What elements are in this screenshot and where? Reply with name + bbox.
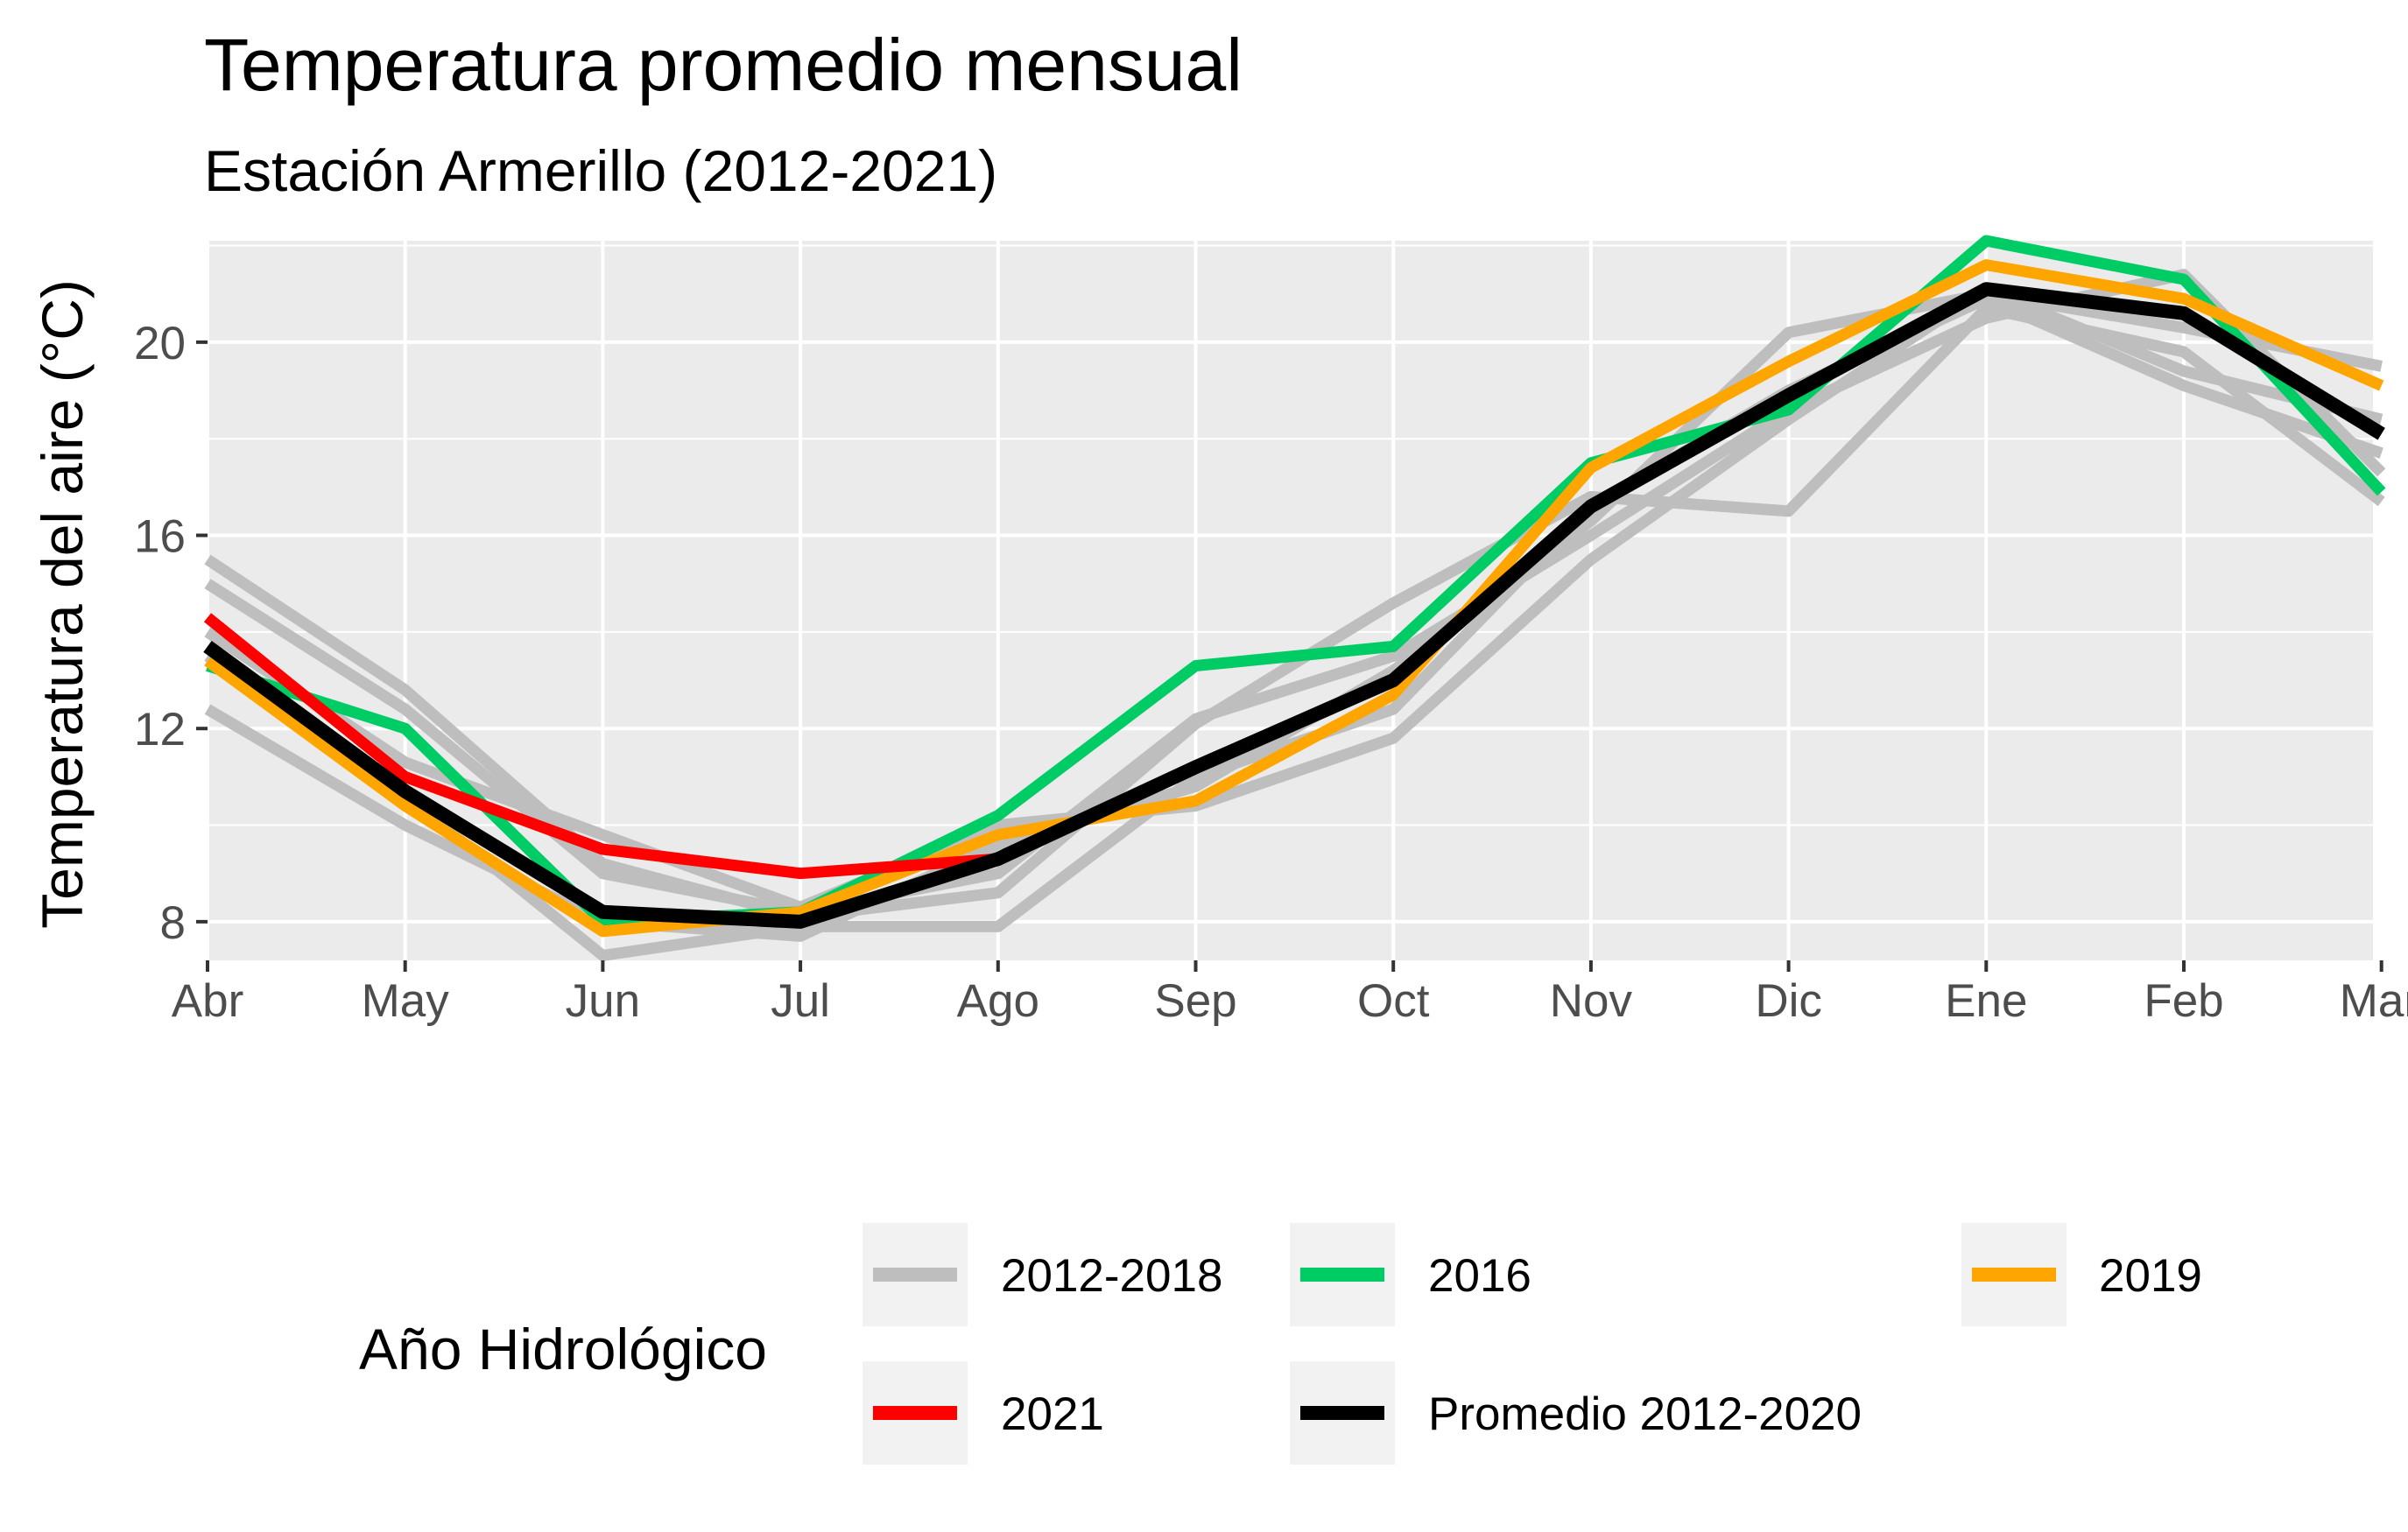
x-tick-label: Abr xyxy=(172,975,243,1027)
y-tick-label: 16 xyxy=(134,511,186,563)
legend-label-2019: 2019 xyxy=(2099,1250,2202,1302)
x-tick-label: Mar xyxy=(2340,975,2408,1027)
legend-item-2012-2018: 2012-2018 xyxy=(863,1223,1222,1326)
series-line-promedio-2012-2020 xyxy=(203,282,2385,929)
legend-label-2012-2018: 2012-2018 xyxy=(1001,1250,1222,1302)
y-tick-label: 20 xyxy=(134,318,186,369)
legend-label-2021: 2021 xyxy=(1001,1388,1104,1440)
x-tick-label: Sep xyxy=(1154,975,1236,1027)
chart-subtitle: Estación Armerillo (2012-2021) xyxy=(204,138,997,203)
series-line-2019 xyxy=(204,259,2384,938)
legend-item-promedio: Promedio 2012-2020 xyxy=(1290,1361,1862,1465)
x-tick-label: May xyxy=(362,975,450,1027)
chart-title: Temperatura promedio mensual xyxy=(204,24,1243,106)
y-axis-label: Temperatura del aire (°C) xyxy=(30,279,95,929)
legend-item-2019: 2019 xyxy=(1961,1223,2202,1326)
x-tick-label: Feb xyxy=(2144,975,2223,1027)
series-line-2012-2018 xyxy=(204,283,2383,913)
legend-item-2021: 2021 xyxy=(863,1361,1104,1465)
x-tick-label: Jul xyxy=(771,975,830,1027)
legend-title: Año Hidrológico xyxy=(359,1317,767,1381)
x-tick-label: Nov xyxy=(1550,975,1633,1027)
legend: Año Hidrológico 2012-2018 2016 2019 2021… xyxy=(359,1223,2202,1465)
x-tick-label: Jun xyxy=(566,975,640,1027)
series-lines xyxy=(203,235,2386,961)
x-tick-label: Ago xyxy=(957,975,1039,1027)
series-line-2021 xyxy=(203,613,999,880)
axes: 8 12 16 20 Abr May Jun Jul Ago Sep Oct Nov Dic Ene Feb… xyxy=(134,318,2408,1027)
x-tick-label: Oct xyxy=(1357,975,1430,1027)
legend-label-2016: 2016 xyxy=(1428,1250,1531,1302)
x-tick-label: Dic xyxy=(1755,975,1822,1027)
y-tick-label: 12 xyxy=(134,704,186,755)
legend-item-2016: 2016 xyxy=(1290,1223,1531,1326)
x-tick-label: Ene xyxy=(1945,975,2027,1027)
y-tick-label: 8 xyxy=(160,897,186,949)
legend-label-promedio: Promedio 2012-2020 xyxy=(1428,1388,1862,1440)
